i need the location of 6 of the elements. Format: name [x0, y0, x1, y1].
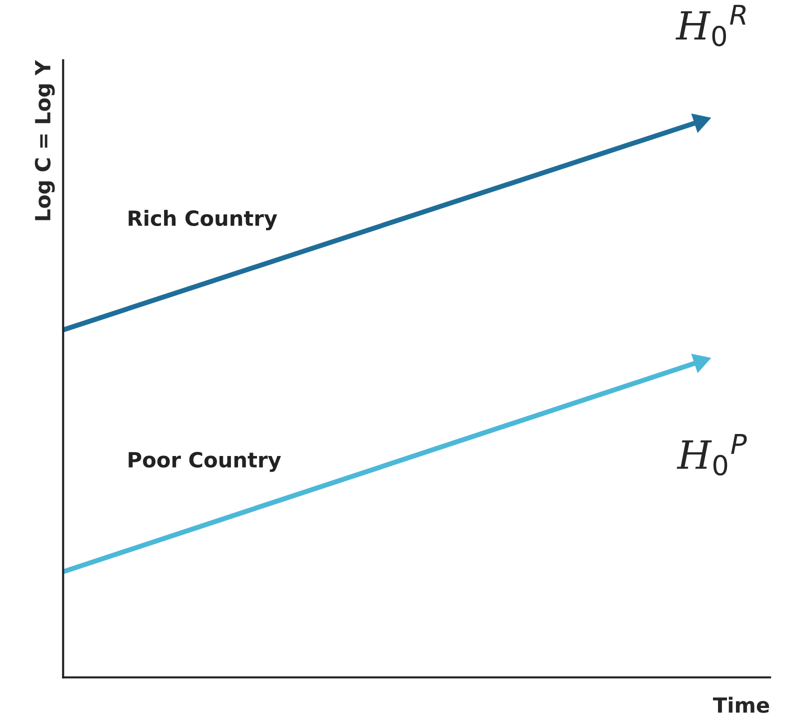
- x-axis-title: Time: [712, 696, 770, 713]
- series-label: Rich Country: [128, 210, 278, 230]
- series-label: Poor Country: [128, 452, 281, 472]
- annotation: H$_{0}$$^{P}$: [676, 434, 747, 476]
- text: H$_{0}$$^{R}$: [676, 4, 746, 46]
- y-axis-title: Log C = Log Y: [34, 60, 55, 220]
